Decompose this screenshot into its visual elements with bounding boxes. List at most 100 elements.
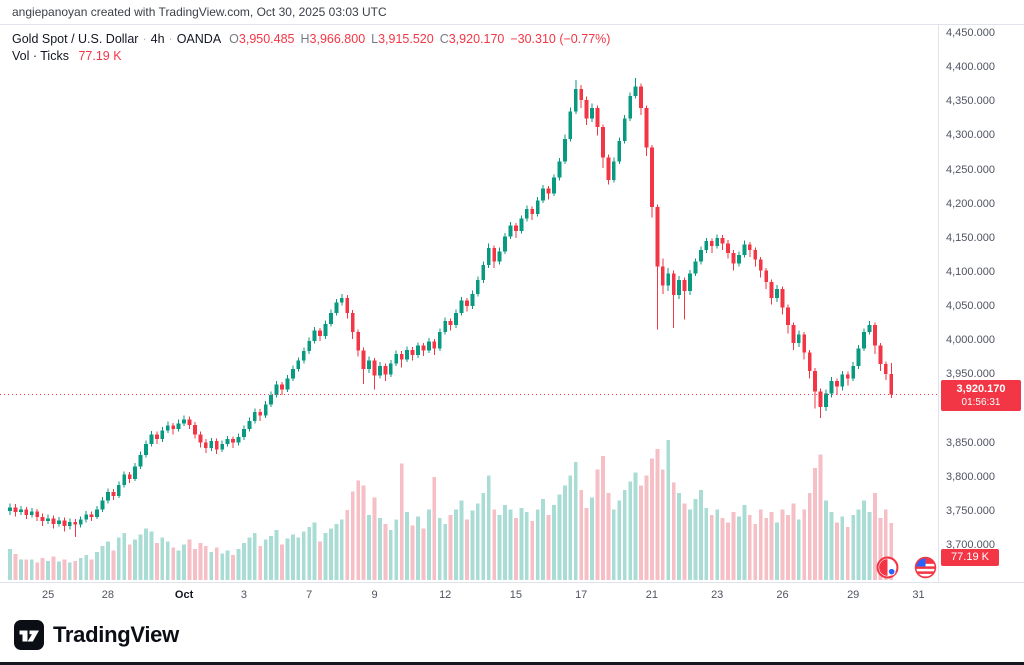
candle-body <box>29 511 34 515</box>
candle-body <box>720 237 725 244</box>
volume-bar <box>40 557 45 580</box>
economic-event-icon[interactable] <box>876 556 899 579</box>
bar-countdown: 01:56:31 <box>961 396 1001 408</box>
volume-bar <box>769 512 774 580</box>
volume-bar <box>269 535 274 580</box>
volume-bar <box>802 509 807 580</box>
volume-bar <box>486 475 491 580</box>
legend-separator: · <box>168 32 173 46</box>
candle-body <box>24 509 29 515</box>
volume-bar <box>688 509 692 580</box>
candle-body <box>671 273 676 296</box>
volume-bar <box>144 528 148 580</box>
candle-body <box>46 518 50 522</box>
candle-body <box>252 411 257 421</box>
candle-body <box>698 250 703 262</box>
us-flag-event-icon[interactable] <box>914 556 937 579</box>
candle-body <box>187 419 192 425</box>
tradingview-branding[interactable]: TradingView <box>14 620 179 650</box>
volume-bar <box>73 560 78 580</box>
candle-body <box>18 509 23 513</box>
volume-bar <box>57 561 61 580</box>
volume-bar <box>67 562 72 580</box>
time-tick-label: 3 <box>240 589 247 601</box>
candle-body <box>497 251 502 262</box>
volume-bar <box>791 503 796 580</box>
candle-body <box>127 474 132 479</box>
volume-bar <box>867 512 872 580</box>
candle-body <box>106 491 110 501</box>
volume-bar <box>394 519 399 580</box>
volume-bar <box>573 462 578 580</box>
candle-body <box>193 424 197 435</box>
candle-body <box>214 441 219 450</box>
volume-bar <box>448 515 453 580</box>
candle-body <box>312 330 317 341</box>
close-label: C <box>439 32 449 46</box>
volume-bar <box>193 549 197 580</box>
symbol-name[interactable]: Gold Spot / U.S. Dollar <box>12 32 139 46</box>
candle-body <box>410 349 415 356</box>
volume-bar <box>378 518 382 580</box>
candle-body <box>356 332 361 351</box>
volume-bar <box>753 524 758 580</box>
candle-body <box>269 394 274 405</box>
volume-bar <box>356 480 361 580</box>
volume-bar <box>677 493 682 580</box>
candle-body <box>57 520 61 524</box>
volume-bar <box>862 500 866 580</box>
legend-symbol-row: Gold Spot / U.S. Dollar · 4h · OANDA O3,950.4… <box>12 31 610 48</box>
volume-bar <box>312 522 317 580</box>
volume-bar <box>470 510 475 580</box>
price-chart-canvas[interactable] <box>0 25 938 582</box>
open-label: O <box>229 32 239 46</box>
candle-body <box>481 265 486 281</box>
candle-body <box>323 323 328 337</box>
candle-body <box>111 491 116 496</box>
candle-body <box>176 423 181 429</box>
candle-body <box>459 300 464 313</box>
candle-body <box>13 507 18 513</box>
volume-bar <box>84 554 89 580</box>
volume-bar <box>252 532 257 580</box>
candle-body <box>747 244 752 251</box>
candle-body <box>726 243 730 253</box>
volume-bar <box>231 554 235 580</box>
volume-bar <box>742 504 747 580</box>
volume-bar <box>552 504 556 580</box>
candle-body <box>769 282 774 298</box>
price-axis[interactable]: 3,920.170 01:56:31 77.19 K 4,450.000 4,40… <box>938 25 1024 610</box>
price-tick-label: 4,400.000 <box>946 61 995 74</box>
volume-bar <box>405 512 410 580</box>
candle-body <box>688 273 692 292</box>
candle-body <box>573 88 578 112</box>
candle-body <box>345 297 350 313</box>
time-tick-label: Oct <box>174 589 194 601</box>
interval-value[interactable]: 4h <box>150 32 165 46</box>
candle-body <box>182 419 186 424</box>
candle-body <box>334 302 339 313</box>
volume-bar <box>758 509 763 580</box>
time-tick-label: 23 <box>711 589 724 601</box>
time-tick-label: 7 <box>306 589 313 601</box>
volume-bar <box>497 515 502 580</box>
exchange-name[interactable]: OANDA <box>176 32 222 46</box>
candle-body <box>405 349 410 360</box>
volume-bar <box>611 509 616 580</box>
candle-body <box>35 511 40 518</box>
volume-bar <box>606 493 611 580</box>
candle-body <box>492 248 497 262</box>
candle-body <box>62 520 67 526</box>
volume-bar <box>709 515 714 580</box>
volume-bar <box>100 546 105 580</box>
candle-body <box>40 517 45 522</box>
candle-body <box>263 404 268 416</box>
candle-body <box>655 207 660 267</box>
volume-bar <box>209 552 214 580</box>
time-axis[interactable]: 25 28 Oct 3 7 9 12 15 17 21 23 26 29 31 <box>0 582 1024 611</box>
volume-bar <box>329 528 333 580</box>
candle-body <box>437 332 442 349</box>
volume-bar <box>715 509 720 580</box>
volume-study-label[interactable]: Vol · Ticks <box>12 49 69 63</box>
